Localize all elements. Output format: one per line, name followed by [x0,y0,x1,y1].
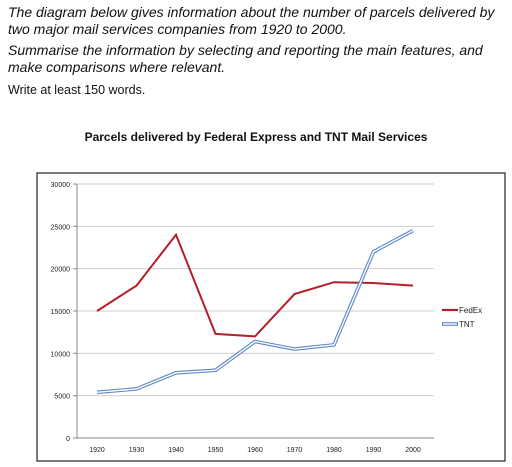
x-tick-label: 1940 [168,447,184,454]
y-tick-label: 10000 [51,351,71,358]
x-tick-label: 1920 [89,447,105,454]
x-tick-label: 1930 [129,447,145,454]
y-tick-label: 30000 [51,182,71,189]
x-tick-label: 1960 [247,447,263,454]
x-tick-label: 1970 [287,447,303,454]
y-tick-label: 25000 [51,224,71,231]
x-tick-label: 1950 [208,447,224,454]
legend-label-fedex: FedEx [459,306,482,315]
chart-title: Parcels delivered by Federal Express and… [84,130,428,144]
y-tick-label: 20000 [51,267,71,274]
chart-frame [36,172,506,462]
y-tick-label: 0 [66,436,70,443]
series-line-tnt [96,229,414,393]
series-line-fedex [96,232,414,338]
x-tick-label: 1990 [366,447,382,454]
task-prompt: The diagram below gives information abou… [8,4,508,99]
y-tick-label: 15000 [51,309,71,316]
task-instruction: Summarise the information by selecting a… [8,42,483,75]
task-description: The diagram below gives information abou… [8,4,495,37]
line-chart: 0 5000 10000 15000 20000 25000 30000 1920 1930 19… [36,172,506,462]
y-tick-label: 5000 [54,394,70,401]
x-tick-label: 2000 [405,447,421,454]
legend-label-tnt: TNT [459,320,475,329]
word-count-instruction: Write at least 150 words. [8,83,146,97]
x-tick-label: 1980 [326,447,342,454]
